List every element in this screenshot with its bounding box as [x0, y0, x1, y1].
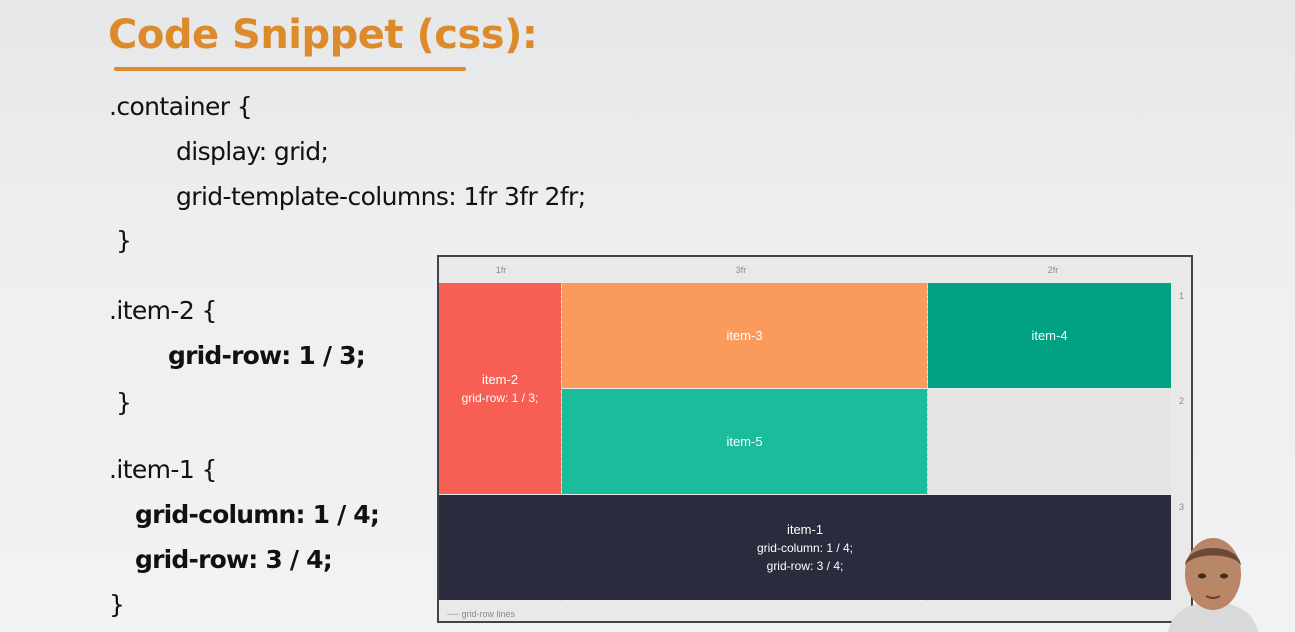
code-line: .container {	[109, 92, 253, 121]
column-label: 1fr	[495, 265, 507, 275]
code-line: }	[116, 388, 132, 417]
item-detail: grid-row: 3 / 4;	[766, 558, 844, 573]
presenter-webcam	[1158, 522, 1268, 632]
item-detail: grid-row: 1 / 3;	[461, 390, 539, 405]
code-line: .item-2 {	[109, 296, 217, 325]
presenter-avatar-icon	[1168, 538, 1258, 632]
row-label: 1	[1179, 291, 1185, 301]
grid-line	[561, 283, 562, 601]
title-underline	[114, 67, 466, 71]
grid-item-2: item-2 grid-row: 1 / 3;	[439, 283, 561, 494]
code-line: .item-1 {	[109, 455, 217, 484]
item-label: item-1	[786, 521, 824, 537]
grid-empty-cell	[928, 389, 1171, 494]
grid-demo-figure: 1fr 3fr 2fr 1 2 3 item-2 grid-row: 1 / 3…	[437, 255, 1193, 623]
item-label: item-5	[726, 433, 763, 449]
code-line: display: grid;	[176, 137, 329, 166]
code-line: }	[116, 226, 132, 255]
code-line: }	[109, 590, 125, 619]
code-line: grid-template-columns: 1fr 3fr 2fr;	[176, 182, 586, 211]
item-label: item-4	[1031, 327, 1068, 343]
grid-item-1: item-1 grid-column: 1 / 4; grid-row: 3 /…	[439, 495, 1171, 600]
row-label: 2	[1179, 396, 1185, 406]
item-label: item-3	[726, 327, 763, 343]
column-label: 3fr	[735, 265, 747, 275]
item-detail: grid-column: 1 / 4;	[756, 540, 854, 555]
slide-title: Code Snippet (css):	[108, 12, 538, 58]
row-label: 3	[1179, 502, 1185, 512]
code-line-highlight: grid-row: 1 / 3;	[168, 341, 366, 370]
code-line-highlight: grid-row: 3 / 4;	[135, 545, 333, 574]
grid-item-4: item-4	[928, 283, 1171, 388]
grid-line	[927, 283, 928, 601]
column-label: 2fr	[1047, 265, 1059, 275]
item-label: item-2	[481, 371, 519, 387]
code-line-highlight: grid-column: 1 / 4;	[135, 500, 380, 529]
grid-legend: ---- grid-row lines	[447, 609, 516, 619]
grid-item-3: item-3	[562, 283, 927, 388]
grid-item-5: item-5	[562, 389, 927, 494]
